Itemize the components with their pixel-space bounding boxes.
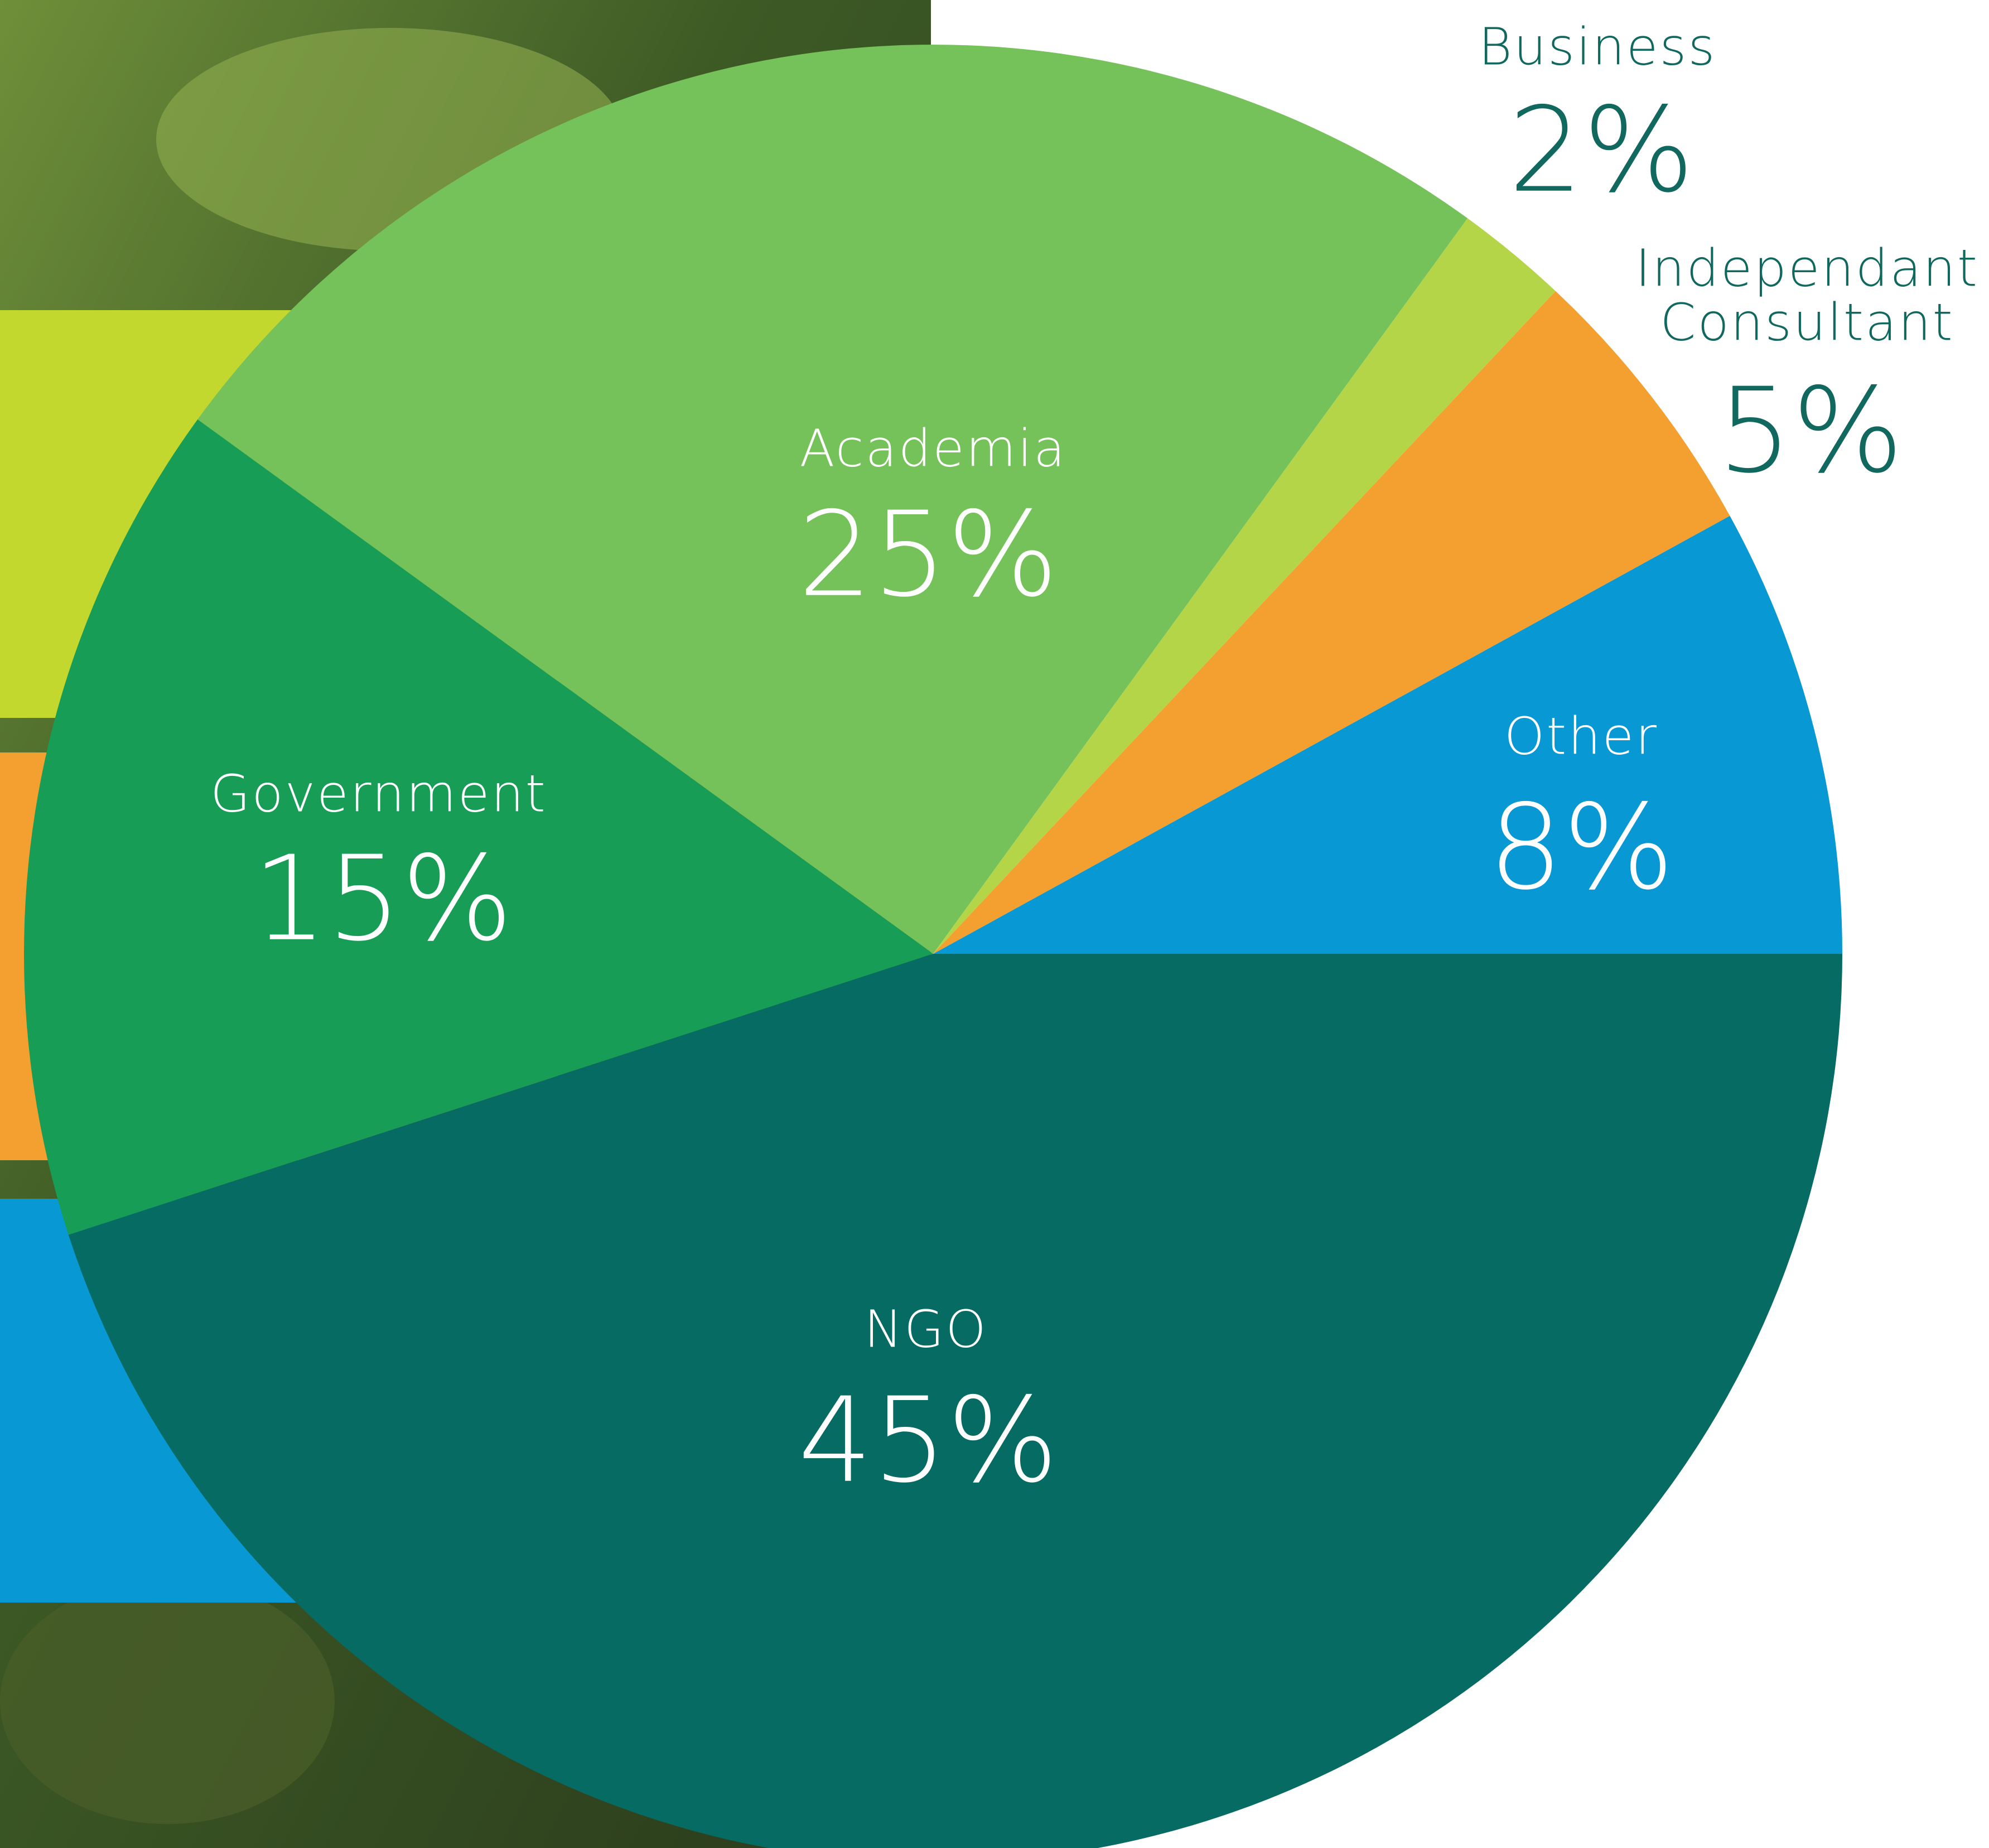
slice-label: NGO [864, 1303, 988, 1357]
value-label: 15% [253, 838, 513, 961]
value-label: 5% [1717, 370, 1903, 493]
value-label: 45% [798, 1379, 1059, 1503]
value-label: 25% [798, 494, 1059, 617]
value-label: 2% [1508, 89, 1694, 213]
leaf [0, 1579, 335, 1824]
slice-label: Academia [800, 422, 1067, 476]
slice-label: Independant Consultant [1629, 242, 1986, 349]
value-label: 8% [1488, 787, 1674, 910]
page: Other 8% Independant Consultant 5% Business 2… [0, 0, 1989, 1848]
slice-label: Other [1504, 710, 1658, 764]
slice-label: Government [210, 768, 547, 822]
slice-label: Business [1479, 21, 1717, 75]
